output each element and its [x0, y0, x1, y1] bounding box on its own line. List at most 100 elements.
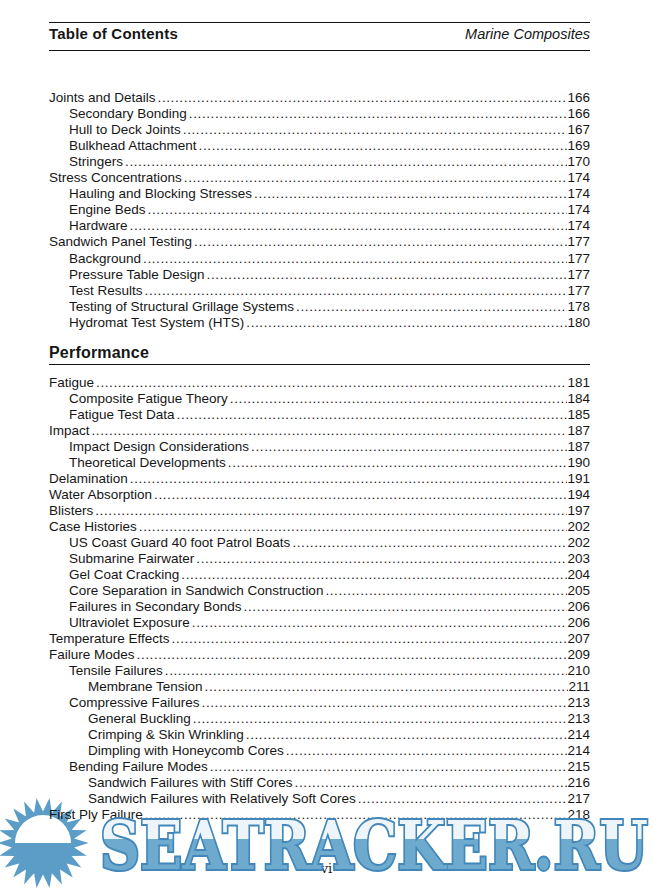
toc-entry-page: 211	[568, 679, 590, 694]
toc-entry-page: 197	[567, 503, 590, 518]
toc-entry-page: 205	[567, 583, 590, 598]
toc-entry: Failures in Secondary Bonds.............…	[49, 599, 590, 615]
toc-entry-page: 206	[567, 599, 590, 614]
dot-leader: ........................................…	[286, 743, 568, 758]
toc-entry-title: Theoretical Developments	[69, 455, 226, 470]
dot-leader: ........................................…	[292, 535, 567, 550]
toc-entry: Delamination............................…	[49, 471, 590, 487]
dot-leader: ........................................…	[183, 122, 568, 137]
dot-leader: ........................................…	[210, 759, 568, 774]
dot-leader: ........................................…	[296, 299, 567, 314]
toc-entry: Fatigue Test Data.......................…	[49, 407, 590, 423]
toc-entry: Blisters................................…	[49, 503, 590, 519]
toc-entry-page: 209	[567, 647, 590, 662]
toc-entry: Test Results............................…	[49, 283, 590, 299]
dot-leader: ........................................…	[130, 471, 568, 486]
toc-entry-title: Failure Modes	[49, 647, 135, 662]
dot-leader: ........................................…	[246, 315, 567, 330]
toc-entry: Theoretical Developments................…	[49, 455, 590, 471]
toc-entry: Crimping & Skin Wrinkling...............…	[49, 727, 590, 743]
toc-entry: Failure Modes...........................…	[49, 647, 590, 663]
toc-entry-title: Composite Fatigue Theory	[69, 391, 228, 406]
toc-entry-title: Engine Beds	[69, 202, 146, 217]
toc-entry-title: Bending Failure Modes	[69, 759, 208, 774]
toc-entry-page: 214	[567, 743, 590, 758]
toc-entry-title: US Coast Guard 40 foot Patrol Boats	[69, 535, 290, 550]
dot-leader: ........................................…	[194, 234, 567, 249]
toc-entry-page: 213	[567, 695, 590, 710]
dot-leader: ........................................…	[207, 267, 568, 282]
toc-entry-title: Test Results	[69, 283, 143, 298]
dot-leader: ........................................…	[95, 503, 567, 518]
toc-entry-page: 214	[567, 727, 590, 742]
toc-entry: Case Histories..........................…	[49, 519, 590, 535]
toc-entry-title: Tensile Failures	[69, 663, 163, 678]
toc-entry-title: Membrane Tension	[88, 679, 203, 694]
toc-entry: Impact..................................…	[49, 423, 590, 439]
dot-leader: ........................................…	[228, 455, 568, 470]
toc-entry-page: 187	[567, 423, 590, 438]
header-rule-top	[49, 22, 590, 24]
toc-entry-title: Secondary Bonding	[69, 106, 187, 121]
toc-entry-page: 207	[567, 631, 590, 646]
toc-entry-title: Hardware	[69, 218, 128, 233]
toc-entry-title: Bulkhead Attachment	[69, 138, 197, 153]
toc-entry-title: Crimping & Skin Wrinkling	[88, 727, 244, 742]
toc-entry-title: Impact	[49, 423, 90, 438]
dot-leader: ........................................…	[251, 439, 567, 454]
dot-leader: ........................................…	[148, 202, 568, 217]
toc-entry-page: 166	[567, 106, 590, 121]
toc-entry-title: Failures in Secondary Bonds	[69, 599, 242, 614]
toc-entry-title: Sandwich Panel Testing	[49, 234, 192, 249]
toc-entry-page: 169	[567, 138, 590, 153]
toc-entry-title: Delamination	[49, 471, 128, 486]
toc-entry-page: 202	[567, 519, 590, 534]
toc-entry: Secondary Bonding.......................…	[49, 106, 590, 122]
toc-entry-title: Blisters	[49, 503, 93, 518]
dot-leader: ........................................…	[143, 251, 567, 266]
toc-entry-page: 174	[567, 218, 590, 233]
toc-entry: Dimpling with Honeycomb Cores...........…	[49, 743, 590, 759]
toc-entry: Temperature Effects.....................…	[49, 631, 590, 647]
seatracker-watermark: SEATRACKER.RU	[0, 780, 653, 890]
toc-entry: Hardware................................…	[49, 218, 590, 234]
dot-leader: ........................................…	[130, 218, 568, 233]
dot-leader: ........................................…	[196, 551, 567, 566]
toc-entry-title: Hydromat Test System (HTS)	[69, 315, 244, 330]
dot-leader: ........................................…	[205, 679, 569, 694]
toc-entry: Composite Fatigue Theory................…	[49, 391, 590, 407]
toc-entry: Water Absorption........................…	[49, 487, 590, 503]
toc-entry-page: 203	[567, 551, 590, 566]
toc-entry: Bending Failure Modes...................…	[49, 759, 590, 775]
toc-entry: Sandwich Panel Testing..................…	[49, 234, 590, 250]
toc-entry-page: 177	[567, 283, 590, 298]
toc-entry-title: Hull to Deck Joints	[69, 122, 181, 137]
toc-entry-page: 215	[567, 759, 590, 774]
page-header-title: Table of Contents	[49, 26, 178, 42]
toc-entry-title: Compressive Failures	[69, 695, 200, 710]
section-heading-performance: Performance	[49, 343, 590, 366]
dot-leader: ........................................…	[199, 138, 568, 153]
toc-entry-title: Water Absorption	[49, 487, 152, 502]
dot-leader: ........................................…	[139, 519, 568, 534]
toc-entry: Bulkhead Attachment.....................…	[49, 138, 590, 154]
toc-entry-title: Case Histories	[49, 519, 137, 534]
page-header-book-title: Marine Composites	[465, 26, 590, 42]
dot-leader: ........................................…	[189, 106, 568, 121]
toc-list-joints: Joints and Details......................…	[49, 90, 590, 331]
toc-entry: General Buckling........................…	[49, 711, 590, 727]
dot-leader: ........................................…	[158, 90, 568, 105]
watermark-text: SEATRACKER.RU	[100, 805, 648, 885]
dot-leader: ........................................…	[125, 154, 567, 169]
toc-entry-page: 167	[567, 122, 590, 137]
toc-entry-page: 190	[567, 455, 590, 470]
dot-leader: ........................................…	[193, 711, 568, 726]
toc-entry: Ultraviolet Exposure....................…	[49, 615, 590, 631]
toc-entry-page: 202	[567, 535, 590, 550]
toc-entry-page: 174	[567, 186, 590, 201]
toc-entry-title: Background	[69, 251, 141, 266]
toc-list-performance: Fatigue.................................…	[49, 375, 590, 823]
toc-entry-title: Gel Coat Cracking	[69, 567, 179, 582]
toc-entry: Joints and Details......................…	[49, 90, 590, 106]
toc-entry: Tensile Failures........................…	[49, 663, 590, 679]
